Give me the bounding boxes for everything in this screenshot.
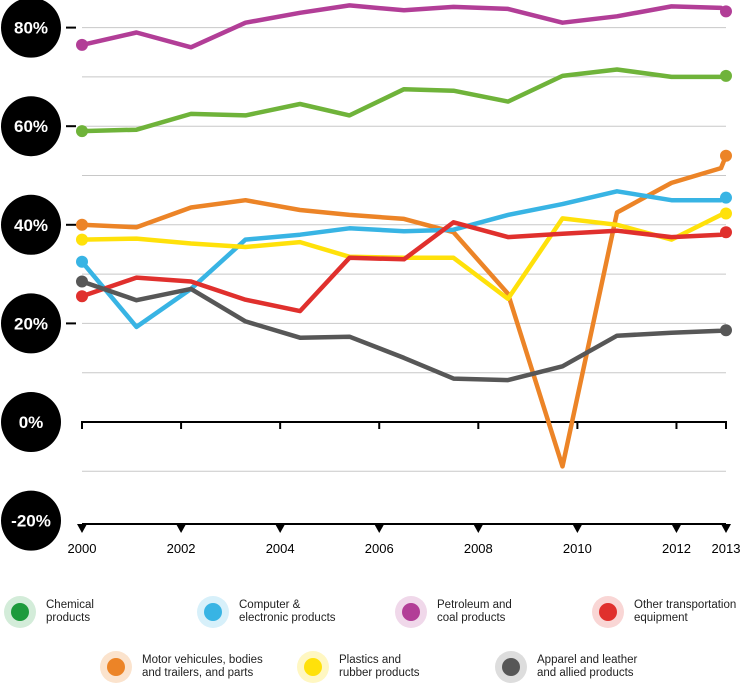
legend-item-apparel: Apparel and leather and allied products <box>495 651 637 683</box>
y-tick-label: -20% <box>11 512 51 531</box>
legend-label: Computer & electronic products <box>239 599 336 624</box>
legend-label: Petroleum and coal products <box>437 599 512 624</box>
series-line-1 <box>79 67 729 134</box>
x-axis-marker <box>77 524 87 533</box>
x-tick-label: 2004 <box>266 541 295 556</box>
y-label-circle <box>1 392 61 452</box>
x-axis-marker <box>721 524 731 533</box>
y-tick-label: 60% <box>14 117 48 136</box>
series-line-5 <box>79 220 729 314</box>
x-axis-marker <box>176 524 187 533</box>
y-tick-label: 80% <box>14 19 48 38</box>
series-line-3 <box>79 189 729 330</box>
x-tick-label: 2006 <box>365 541 394 556</box>
series-start-point <box>76 275 88 288</box>
legend-label: Motor vehicules, bodies and trailers, an… <box>142 654 263 679</box>
y-label-circle <box>1 0 61 58</box>
series-start-point <box>76 255 88 268</box>
legend-marker <box>495 651 527 683</box>
series-start-point <box>76 233 88 246</box>
legend-label: Other transportation equipment <box>634 599 737 624</box>
x-axis-marker <box>572 524 583 533</box>
legend-item-chemical: Chemical products <box>4 596 94 628</box>
legend-item-plastics: Plastics and rubber products <box>297 651 420 683</box>
legend-marker <box>592 596 624 628</box>
legend-marker <box>197 596 229 628</box>
y-label-circle <box>1 293 61 354</box>
line-chart: 2000 2002 2004 2006 2008 2010 2012 2013 80% 60% 40… <box>1 0 741 556</box>
legend-item-petroleum: Petroleum and coal products <box>395 596 512 628</box>
y-tick-label: 40% <box>14 216 48 235</box>
legend-marker <box>100 651 132 683</box>
x-tick-label: 2010 <box>563 541 592 556</box>
y-label-circle <box>1 194 61 255</box>
x-axis-marker <box>671 524 682 533</box>
x-tick-label: 2012 <box>662 541 691 556</box>
legend-item-computer: Computer & electronic products <box>197 596 336 628</box>
x-axis-marker <box>374 524 385 533</box>
y-tick-label: 20% <box>14 314 48 333</box>
series-start-point <box>76 38 88 51</box>
x-tick-label: 2000 <box>68 541 97 556</box>
y-label-circle <box>1 96 61 157</box>
series-end-point <box>720 324 732 337</box>
x-axis-marker <box>275 524 286 533</box>
series-line-4 <box>79 211 729 302</box>
legend-item-motor-vehicles: Motor vehicules, bodies and trailers, an… <box>100 651 263 683</box>
series-start-point <box>76 125 88 138</box>
y-tick-label: 0% <box>19 413 44 432</box>
legend-label: Plastics and rubber products <box>339 654 420 679</box>
series-end-point <box>720 226 732 239</box>
series-line-6 <box>79 279 729 383</box>
series-end-point <box>720 207 732 220</box>
x-tick-label: 2008 <box>464 541 493 556</box>
legend-marker <box>297 651 329 683</box>
series-end-point <box>720 5 732 18</box>
series-line-2 <box>79 153 729 469</box>
series-end-point <box>720 69 732 82</box>
series-start-point <box>76 218 88 231</box>
x-tick-label: 2002 <box>167 541 196 556</box>
series-start-point <box>76 290 88 303</box>
x-tick-label: 2013 <box>712 541 741 556</box>
legend-marker <box>4 596 36 628</box>
legend-label: Apparel and leather and allied products <box>537 654 638 679</box>
series-line-0 <box>79 3 729 50</box>
legend-label: Chemical products <box>46 599 94 624</box>
series-end-point <box>720 149 732 162</box>
series-end-point <box>720 191 732 204</box>
legend-item-other-transport: Other transportation equipment <box>592 596 736 628</box>
y-label-circle <box>1 490 61 551</box>
x-axis-marker <box>473 524 484 533</box>
legend-marker <box>395 596 427 628</box>
